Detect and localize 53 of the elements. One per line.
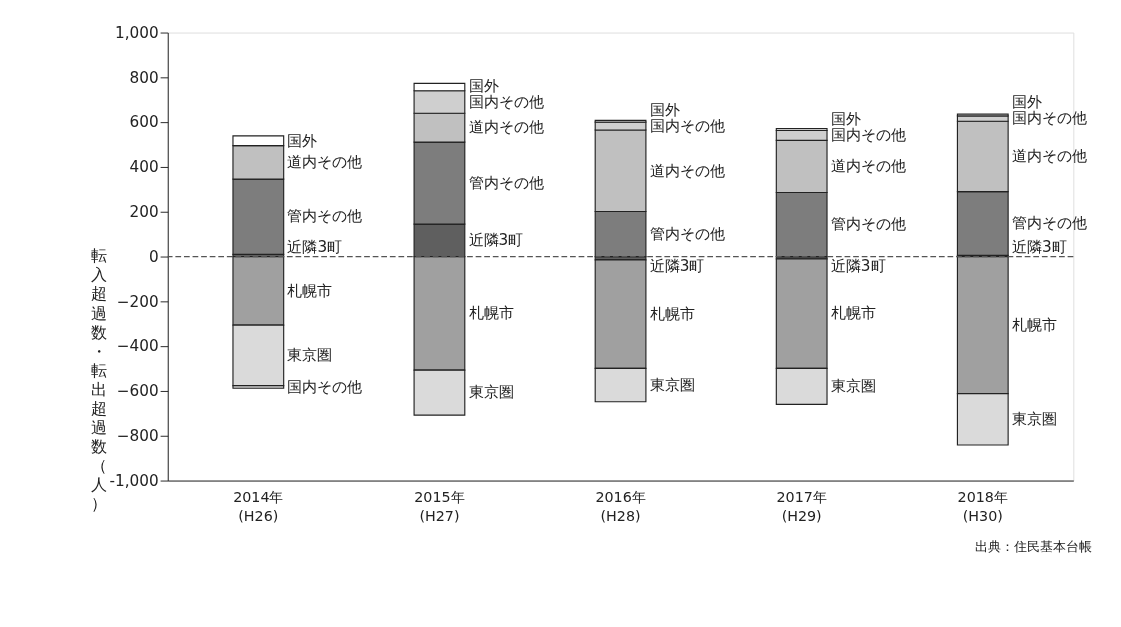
text: 道内その他 [649, 161, 725, 180]
y-tick-label: −800 [116, 427, 159, 446]
text: 国外 [1011, 93, 1042, 112]
text: 管内その他 [1011, 214, 1087, 233]
series-label: 国内その他 [287, 377, 363, 396]
text: 国内その他 [468, 92, 544, 111]
text: 東京圏 [468, 383, 514, 402]
x-tick-label: 2017年 (H29) [776, 489, 827, 525]
x-tick-label: 2016年 (H28) [595, 489, 646, 525]
source-note: 出典：住民基本台帳 [975, 539, 1093, 555]
series-label: 管内その他 [287, 207, 363, 226]
series-label: 国外 [287, 131, 318, 150]
text: 国内その他 [1011, 109, 1087, 128]
series-label: 東京圏 [287, 346, 333, 365]
series-label: 近隣3町 [287, 237, 343, 256]
text: 近隣3町 [649, 256, 705, 275]
text: 札幌市 [830, 304, 876, 323]
text: 近隣3町 [468, 231, 524, 250]
text: 国内その他 [830, 126, 906, 145]
y-tick-label: 200 [129, 203, 159, 222]
text: 国外 [830, 109, 861, 128]
x-tick-label: 2015年 (H27) [414, 489, 465, 525]
y-tick-label: −600 [116, 382, 159, 401]
text: 東京圏 [649, 375, 695, 394]
text: 札幌市 [1011, 315, 1057, 334]
y-tick-label: 400 [129, 158, 159, 177]
text: 東京圏 [1011, 410, 1057, 429]
y-tick-label: 600 [129, 113, 159, 132]
text: 札幌市 [468, 304, 514, 323]
text: 道内その他 [1011, 147, 1087, 166]
text: 国外 [468, 76, 499, 95]
text: 管内その他 [468, 173, 544, 192]
series-label: 札幌市 [287, 281, 333, 300]
text: 道内その他 [468, 118, 544, 137]
text: 近隣3町 [1011, 237, 1067, 256]
text: 道内その他 [830, 157, 906, 176]
y-tick-label: 800 [129, 68, 159, 87]
text: 近隣3町 [830, 256, 886, 275]
text: 東京圏 [830, 377, 876, 396]
x-tick-label: 2014年 (H26) [233, 489, 284, 525]
y-tick-label: −400 [116, 337, 159, 356]
y-tick-label: -1,000 [109, 471, 159, 490]
text: 管内その他 [830, 215, 906, 234]
text: 札幌市 [649, 304, 695, 323]
y-tick-label: 0 [149, 247, 159, 266]
x-tick-label: 2018年 (H30) [957, 489, 1008, 525]
text: 転入超過数・転出超過数（人） [91, 246, 108, 514]
series-label: 道内その他 [287, 153, 363, 172]
text: 国外 [649, 100, 680, 119]
y-tick-label: −200 [116, 292, 159, 311]
text: 管内その他 [649, 224, 725, 243]
y-tick-label: 1,000 [115, 23, 159, 42]
text: 国内その他 [649, 116, 725, 135]
